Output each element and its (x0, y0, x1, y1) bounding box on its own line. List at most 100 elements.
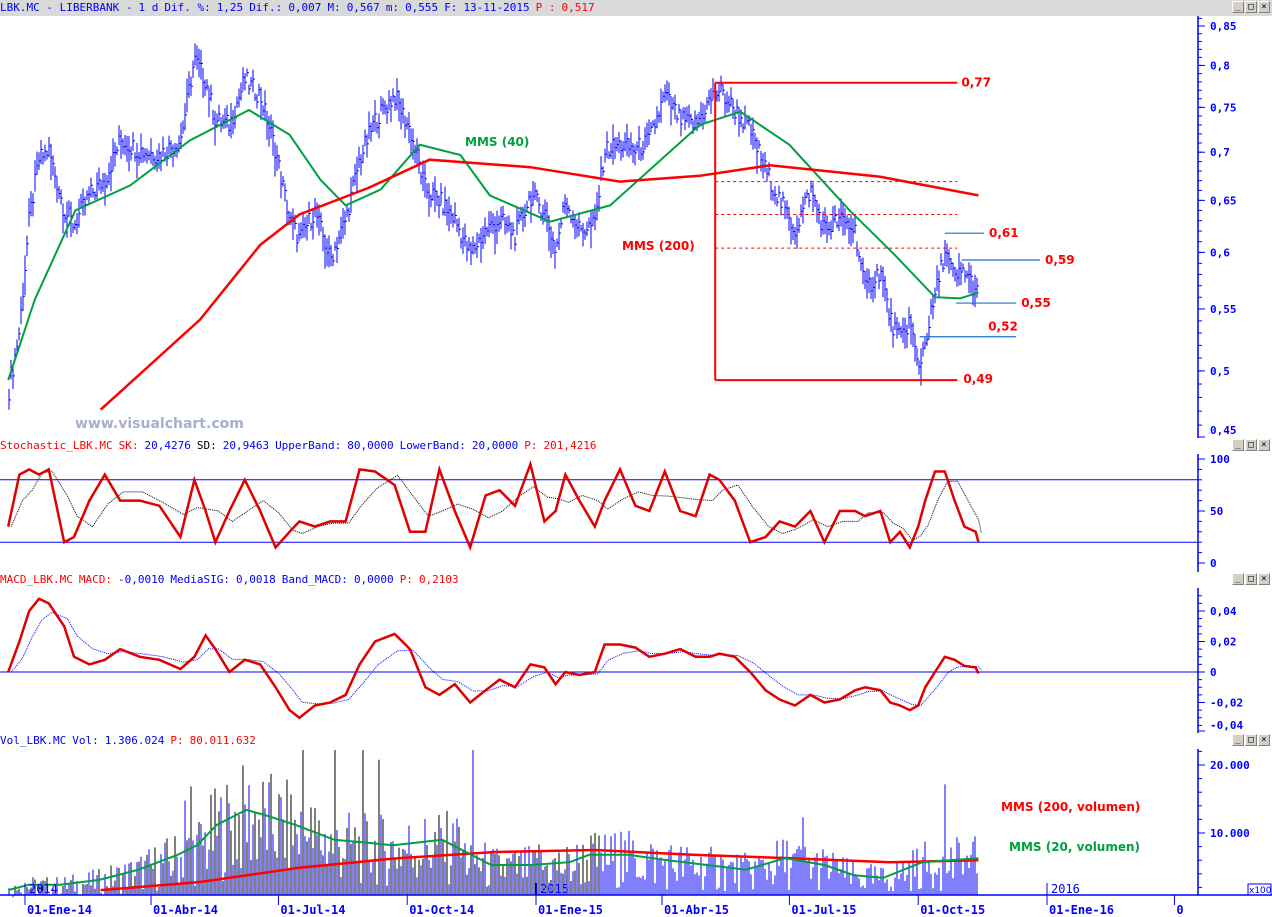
sd-label: SD: (196, 439, 217, 452)
price-bar (474, 242, 477, 254)
price-bar (308, 201, 311, 224)
price-bar (802, 196, 805, 224)
price-bar (172, 144, 175, 168)
price-bar (458, 217, 461, 237)
price-bar (822, 211, 825, 235)
p-label: P: (170, 734, 184, 747)
price-bar (544, 199, 547, 223)
sd-value: 20,9463 (222, 439, 270, 452)
price-bar (440, 182, 443, 205)
price-bar (498, 215, 501, 232)
price-bar (412, 128, 415, 160)
price-bar (864, 270, 867, 290)
price-bar (514, 237, 517, 252)
price-bar (108, 162, 111, 185)
price-bar (732, 98, 735, 119)
close-button[interactable]: × (1258, 1, 1270, 13)
price-bar (380, 96, 383, 112)
price-bar (726, 91, 729, 113)
price-bar (248, 84, 251, 95)
price-bar (520, 206, 523, 221)
price-bar (930, 298, 933, 315)
price-bar (592, 208, 595, 227)
level-label: 0,59 (1045, 253, 1075, 267)
price-bar (418, 147, 421, 174)
price-bar (744, 105, 747, 130)
price-bar (750, 124, 753, 145)
minimize-button[interactable]: _ (1232, 734, 1244, 746)
price-bar (830, 220, 833, 240)
price-bar (286, 199, 289, 226)
minimize-button[interactable]: _ (1232, 1, 1244, 13)
price-bar (682, 107, 685, 120)
price-bar (670, 95, 673, 126)
price-bar (206, 79, 209, 91)
price-bar (102, 172, 105, 192)
price-bar (580, 224, 583, 232)
price-bar (436, 190, 439, 206)
minimize-button[interactable]: _ (1232, 573, 1244, 585)
price-bar (66, 201, 69, 238)
price-bar (632, 143, 635, 164)
price-bar (582, 222, 585, 247)
price-bar (742, 123, 745, 133)
price-bar (158, 143, 161, 169)
minimize-button[interactable]: _ (1232, 439, 1244, 451)
maximize-button[interactable]: □ (1245, 573, 1257, 585)
price-bar (868, 269, 871, 294)
stochastic-axis-label: 100 (1210, 453, 1230, 466)
price-bar (850, 214, 853, 247)
maximize-button[interactable]: □ (1245, 1, 1257, 13)
price-bar (722, 84, 725, 96)
price-bar (8, 388, 11, 410)
price-bar (870, 277, 873, 300)
p-label: P : (535, 1, 556, 14)
price-bar (106, 174, 109, 189)
price-bar (154, 155, 157, 170)
price-bar (336, 236, 339, 264)
signal-line (10, 611, 982, 706)
price-bar (36, 151, 39, 175)
price-bar (536, 189, 539, 202)
price-bar (556, 238, 559, 248)
close-button[interactable]: × (1258, 439, 1270, 451)
price-bar (482, 226, 485, 250)
price-bar (774, 186, 777, 205)
price-bar (748, 115, 751, 126)
price-bar (800, 204, 803, 218)
price-bar (188, 71, 191, 98)
price-bar (890, 297, 893, 333)
price-bar (14, 348, 17, 360)
macd-axis-label: 0,04 (1210, 605, 1237, 618)
price-bar (772, 189, 775, 201)
price-bar (166, 146, 169, 166)
price-bar (918, 360, 921, 375)
price-bar (696, 114, 699, 132)
price-bar (70, 201, 73, 238)
price-bar (562, 201, 565, 213)
price-bar (388, 90, 391, 111)
macd-panel: 0,04 0,02 0 -0,02 -0,04 (0, 588, 1243, 733)
price-bar (196, 45, 199, 70)
price-bar (760, 150, 763, 172)
price-bar (784, 200, 787, 220)
price-bar (420, 171, 423, 185)
price-bar (122, 138, 125, 155)
maximize-button[interactable]: □ (1245, 734, 1257, 746)
price-bar (134, 152, 137, 162)
price-bar (94, 191, 97, 200)
price-bar (218, 104, 221, 122)
price-bar (136, 142, 139, 179)
date-axis-label: 01-Oct-15 (920, 903, 985, 917)
maximize-button[interactable]: □ (1245, 439, 1257, 451)
price-bar (866, 268, 869, 299)
close-button[interactable]: × (1258, 734, 1270, 746)
price-bar (452, 212, 455, 228)
price-bar (48, 136, 51, 158)
price-bar (312, 209, 315, 240)
price-bar (596, 192, 599, 221)
date-axis-label: 01-Abr-15 (664, 903, 729, 917)
close-button[interactable]: × (1258, 573, 1270, 585)
price-bar (718, 82, 721, 102)
price-bar (920, 348, 923, 386)
